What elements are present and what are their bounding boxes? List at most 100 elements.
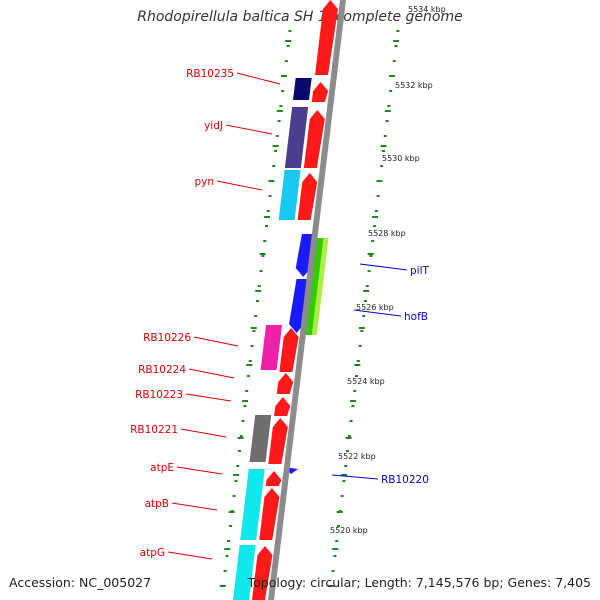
topology-text: Topology: circular; Length: 7,145,576 bp… xyxy=(247,575,591,590)
leader-line xyxy=(171,502,218,511)
right-tick xyxy=(335,540,339,542)
left-tick xyxy=(241,420,245,422)
right-tick xyxy=(362,315,366,317)
forward-gene-arrow xyxy=(297,173,318,220)
right-tick xyxy=(355,375,358,377)
right-tick xyxy=(344,465,348,467)
cog-color-block xyxy=(249,415,272,462)
forward-gene-arrow xyxy=(276,373,294,394)
scale-labels: 5534 kbp 5532 kbp 5530 kbp 5528 kbp 5526 kbp… xyxy=(330,5,446,535)
leader-line xyxy=(359,263,408,271)
reverse-gene-label: hofB xyxy=(404,311,428,323)
cog-color-block xyxy=(278,170,301,220)
left-major-tick xyxy=(250,327,257,329)
left-major-tick xyxy=(233,474,240,476)
forward-gene-arrow xyxy=(268,418,288,464)
cog-color-track xyxy=(233,78,329,600)
leader-line xyxy=(236,72,281,85)
left-tick xyxy=(225,555,229,557)
right-tick xyxy=(333,555,337,557)
left-tick xyxy=(288,30,292,32)
left-tick xyxy=(238,450,241,452)
right-major-tick xyxy=(354,364,361,366)
left-tick xyxy=(250,345,254,347)
left-major-tick xyxy=(268,180,275,182)
leader-line xyxy=(167,551,213,560)
right-tick xyxy=(349,420,353,422)
right-tick xyxy=(382,150,385,152)
scale-label: 5530 kbp xyxy=(382,154,420,163)
left-major-tick xyxy=(259,253,266,255)
left-major-tick xyxy=(281,75,287,77)
left-tick xyxy=(227,540,231,542)
right-major-tick xyxy=(393,40,400,42)
right-major-tick xyxy=(367,253,374,255)
left-tick xyxy=(223,570,227,572)
left-tick xyxy=(248,360,252,362)
left-major-tick xyxy=(255,290,262,292)
forward-gene-label: RB10221 xyxy=(130,424,178,436)
forward-gene-label: RB10235 xyxy=(186,68,234,80)
right-tick xyxy=(392,60,396,62)
right-major-tick xyxy=(380,145,387,147)
right-tick xyxy=(385,120,389,122)
right-tick xyxy=(356,360,360,362)
right-tick xyxy=(369,255,373,257)
forward-gene-label: atpE xyxy=(150,462,174,474)
left-tick xyxy=(259,270,263,272)
left-tick xyxy=(268,195,272,197)
scale-label: 5532 kbp xyxy=(395,81,433,90)
left-tick xyxy=(279,105,283,107)
left-tick-track xyxy=(219,30,292,587)
left-tick xyxy=(274,150,277,152)
left-tick xyxy=(256,300,259,302)
right-tick xyxy=(376,195,380,197)
right-tick xyxy=(360,330,364,332)
accession-text: Accession: NC_005027 xyxy=(9,575,152,590)
left-tick xyxy=(232,495,236,497)
cog-color-block xyxy=(240,469,265,540)
right-tick xyxy=(367,270,371,272)
map-title: Rhodopirellula baltica SH 1, complete ge… xyxy=(137,9,463,25)
forward-gene-arrow xyxy=(265,471,282,486)
right-major-tick xyxy=(332,548,339,550)
leader-line xyxy=(216,180,263,191)
left-tick xyxy=(254,315,258,317)
left-tick xyxy=(257,285,261,287)
scale-label: 5520 kbp xyxy=(330,526,368,535)
left-major-tick xyxy=(228,511,235,513)
leader-line xyxy=(185,393,232,402)
right-major-tick xyxy=(389,75,395,77)
right-major-tick xyxy=(384,110,391,112)
left-major-tick xyxy=(276,110,283,112)
right-tick xyxy=(340,495,344,497)
left-major-tick xyxy=(224,548,231,550)
left-major-tick xyxy=(219,585,226,587)
right-tick xyxy=(347,435,351,437)
left-tick xyxy=(236,465,240,467)
right-tick xyxy=(364,300,367,302)
right-tick xyxy=(380,165,384,167)
leader-line xyxy=(176,466,223,475)
right-tick xyxy=(346,450,349,452)
left-tick xyxy=(265,225,268,227)
left-tick xyxy=(252,330,256,332)
cog-color-block xyxy=(260,325,282,370)
right-major-tick xyxy=(345,437,352,439)
leader-line xyxy=(353,309,402,317)
left-tick xyxy=(261,255,265,257)
forward-gene-label: pyn xyxy=(194,176,214,188)
leader-line xyxy=(180,428,227,438)
gene-labels: RB10235 yidJ pyn RB10226 RB10224 RB10223 RB102… xyxy=(130,68,429,559)
right-tick xyxy=(337,525,340,527)
right-tick xyxy=(331,570,335,572)
forward-gene-arrow xyxy=(252,546,273,600)
scale-label: 5522 kbp xyxy=(338,452,376,461)
right-tick xyxy=(374,210,378,212)
left-tick xyxy=(234,480,238,482)
leader-line xyxy=(225,124,273,135)
leader-line xyxy=(331,474,379,480)
left-tick xyxy=(286,45,290,47)
